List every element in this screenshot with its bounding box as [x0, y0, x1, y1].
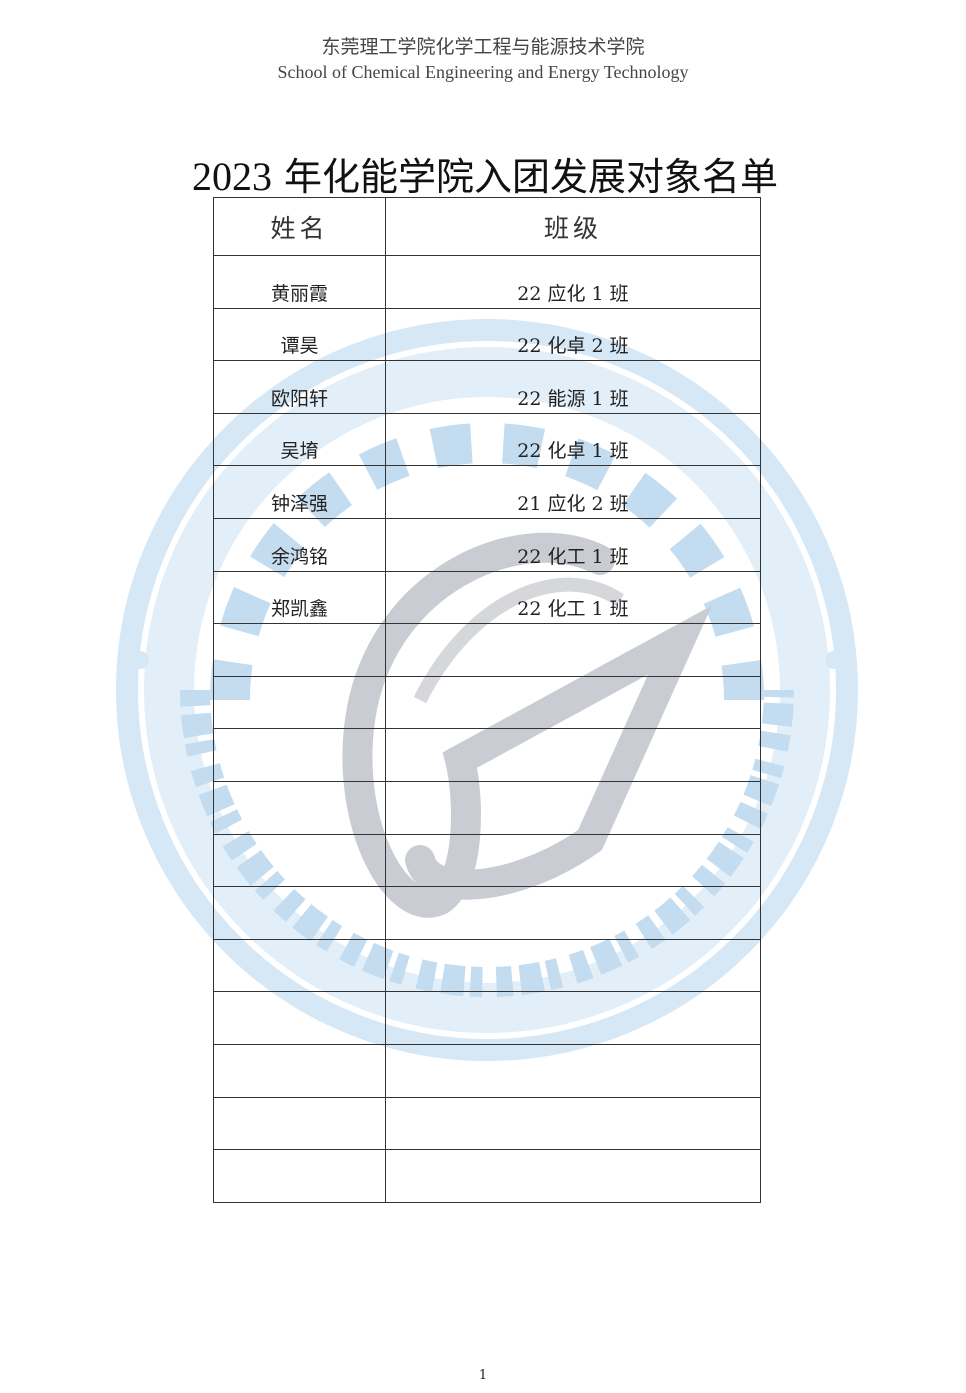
column-header-class: 班级 — [385, 197, 761, 256]
name-cell: 谭昊 — [213, 307, 386, 362]
institution-name-cn: 东莞理工学院化学工程与能源技术学院 — [321, 36, 645, 58]
class-cell: 22 能源 1 班 — [385, 360, 761, 414]
name-cell — [213, 623, 386, 677]
table-header-row: 姓名 班级 — [213, 197, 761, 256]
class-cell — [385, 1149, 761, 1203]
class-cell: 22 化卓 2 班 — [385, 307, 761, 362]
document-title: 2023 年化能学院入团发展对象名单 — [0, 146, 966, 201]
table-row — [213, 833, 761, 888]
name-cell: 郑凯鑫 — [213, 570, 386, 625]
table-row: 欧阳轩 22 能源 1 班 — [213, 360, 761, 414]
class-cell — [385, 1096, 761, 1151]
name-cell — [213, 886, 386, 940]
table-row: 钟泽强 21 应化 2 班 — [213, 465, 761, 519]
name-cell — [213, 938, 386, 993]
page-number: 1 — [478, 1368, 488, 1383]
table-row: 黄丽霞 22 应化 1 班 — [213, 255, 761, 309]
class-cell — [385, 623, 761, 677]
name-cell — [213, 833, 386, 888]
table-row — [213, 1043, 761, 1098]
class-cell — [385, 728, 761, 782]
class-cell: 22 应化 1 班 — [385, 255, 761, 309]
name-cell: 欧阳轩 — [213, 360, 386, 414]
name-cell: 吴堉 — [213, 412, 386, 467]
title-text: 年化能学院入团发展对象名单 — [284, 155, 779, 199]
class-cell — [385, 833, 761, 888]
class-cell: 21 应化 2 班 — [385, 465, 761, 519]
table-row — [213, 623, 761, 677]
institution-name-en: School of Chemical Engineering and Energ… — [277, 62, 689, 82]
column-header-name: 姓名 — [213, 197, 386, 256]
name-cell — [213, 675, 386, 730]
class-cell — [385, 780, 761, 835]
table-row — [213, 886, 761, 940]
title-year: 2023 — [191, 154, 272, 199]
class-cell: 22 化工 1 班 — [385, 517, 761, 572]
class-cell — [385, 675, 761, 730]
table-row: 谭昊 22 化卓 2 班 — [213, 307, 761, 362]
table-row — [213, 675, 761, 730]
table-row — [213, 728, 761, 782]
class-cell: 22 化卓 1 班 — [385, 412, 761, 467]
class-cell — [385, 1043, 761, 1098]
class-cell: 22 化工 1 班 — [385, 570, 761, 625]
class-cell — [385, 938, 761, 993]
name-cell — [213, 1149, 386, 1203]
class-cell — [385, 991, 761, 1045]
name-cell — [213, 1096, 386, 1151]
table-row: 郑凯鑫 22 化工 1 班 — [213, 570, 761, 625]
table-row — [213, 780, 761, 835]
name-cell: 钟泽强 — [213, 465, 386, 519]
name-cell — [213, 780, 386, 835]
name-cell — [213, 728, 386, 782]
table-row: 吴堉 22 化卓 1 班 — [213, 412, 761, 467]
table-row: 余鸿铭 22 化工 1 班 — [213, 517, 761, 572]
table-row — [213, 1149, 761, 1203]
class-cell — [385, 886, 761, 940]
table-row — [213, 991, 761, 1045]
name-cell: 余鸿铭 — [213, 517, 386, 572]
member-list-table: 姓名 班级 黄丽霞 22 应化 1 班谭昊 22 化卓 2 班欧阳轩 22 能源 1 … — [213, 197, 761, 1203]
name-cell — [213, 1043, 386, 1098]
table-row — [213, 938, 761, 993]
table-row — [213, 1096, 761, 1151]
name-cell — [213, 991, 386, 1045]
name-cell: 黄丽霞 — [213, 255, 386, 309]
